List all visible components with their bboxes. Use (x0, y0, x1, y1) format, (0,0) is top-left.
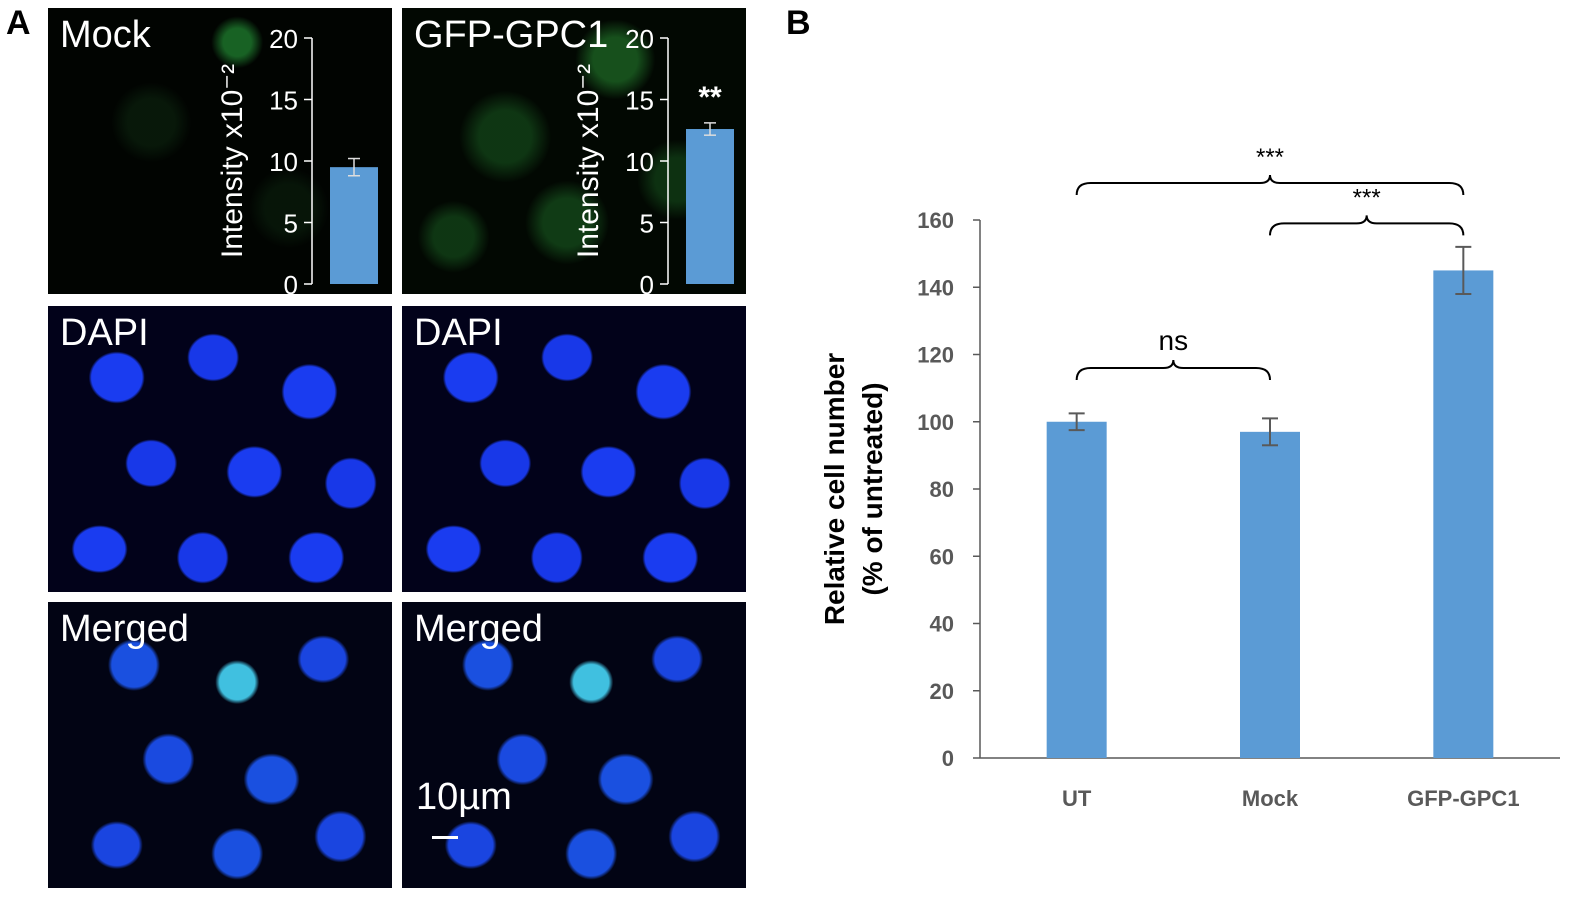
mock-gfp-label: Mock (60, 14, 151, 56)
bar-1 (1240, 431, 1300, 758)
y-axis-label: Relative cell number (819, 353, 850, 625)
inset-chart-mock: 0 5 10 15 20 Intensity x10⁻² (216, 24, 378, 294)
mock-gfp-image: Mock (48, 8, 392, 294)
inset-y-tick-label: 0 (284, 270, 298, 294)
inset-significance-label: ** (698, 81, 722, 114)
mock-merged-label: Merged (60, 608, 189, 650)
inset-y-axis-label: Intensity x10⁻² (572, 64, 605, 258)
mock-merged-image: Merged (48, 602, 392, 888)
inset-y-tick-label: 20 (269, 24, 298, 54)
inset-chart-gpc1: 0 5 10 15 20 Intensity x10⁻² ** (572, 24, 734, 294)
y-tick-label: 100 (917, 410, 954, 435)
sig-mock-gpc1-label: *** (1353, 184, 1381, 211)
inset-y-tick-label: 20 (625, 24, 654, 54)
inset-y-axis-label: Intensity x10⁻² (216, 64, 249, 258)
inset-y-tick-label: 10 (269, 147, 298, 177)
gpc1-dapi-label: DAPI (414, 312, 503, 354)
sig-ut-mock-label: ns (1159, 325, 1189, 356)
panel-a-letter: A (6, 4, 31, 42)
bar-2 (1433, 270, 1494, 758)
y-tick-label: 60 (930, 544, 954, 569)
sig-ut-gpc1-bracket (1075, 174, 1465, 196)
inset-y-tick-label: 15 (269, 86, 298, 116)
y-tick-label: 40 (930, 612, 954, 637)
inset-y-tick-label: 0 (640, 270, 654, 294)
main-bar-chart: 0 20 40 60 80 100 120 140 160 Relative cell numbe… (819, 144, 1560, 811)
x-tick-label: UT (1062, 786, 1092, 811)
mock-dapi-image: DAPI (48, 306, 392, 592)
sig-ut-gpc1-label: *** (1256, 144, 1284, 171)
y-axis-label-2: (% of untreated) (857, 382, 888, 595)
scale-bar-label: 10µm (416, 776, 512, 818)
inset-bar (686, 129, 734, 284)
y-tick-label: 80 (930, 477, 954, 502)
x-tick-label: GFP-GPC1 (1407, 786, 1519, 811)
inset-y-tick-label: 15 (625, 86, 654, 116)
inset-y-tick-label: 5 (284, 209, 298, 239)
y-tick-label: 160 (917, 208, 954, 233)
sig-ut-mock-bracket (1075, 359, 1271, 381)
y-tick-label: 20 (930, 679, 954, 704)
scale-bar (432, 836, 458, 839)
gpc1-dapi-image: DAPI (402, 306, 746, 592)
gpc1-merged-label: Merged (414, 608, 543, 650)
gpc1-gfp-label: GFP-GPC1 (414, 14, 609, 56)
inset-y-tick-label: 10 (625, 147, 654, 177)
inset-y-tick-label: 5 (640, 209, 654, 239)
sig-mock-gpc1-bracket (1269, 215, 1465, 236)
gpc1-merged-image: Merged 10µm (402, 602, 746, 888)
bar-0 (1046, 421, 1107, 758)
x-tick-label: Mock (1242, 786, 1299, 811)
mock-dapi-label: DAPI (60, 312, 149, 354)
y-tick-label: 0 (942, 746, 954, 771)
y-tick-label: 140 (917, 275, 954, 300)
panel-b-letter: B (786, 4, 811, 42)
y-tick-label: 120 (917, 343, 954, 368)
inset-bar (330, 167, 378, 284)
